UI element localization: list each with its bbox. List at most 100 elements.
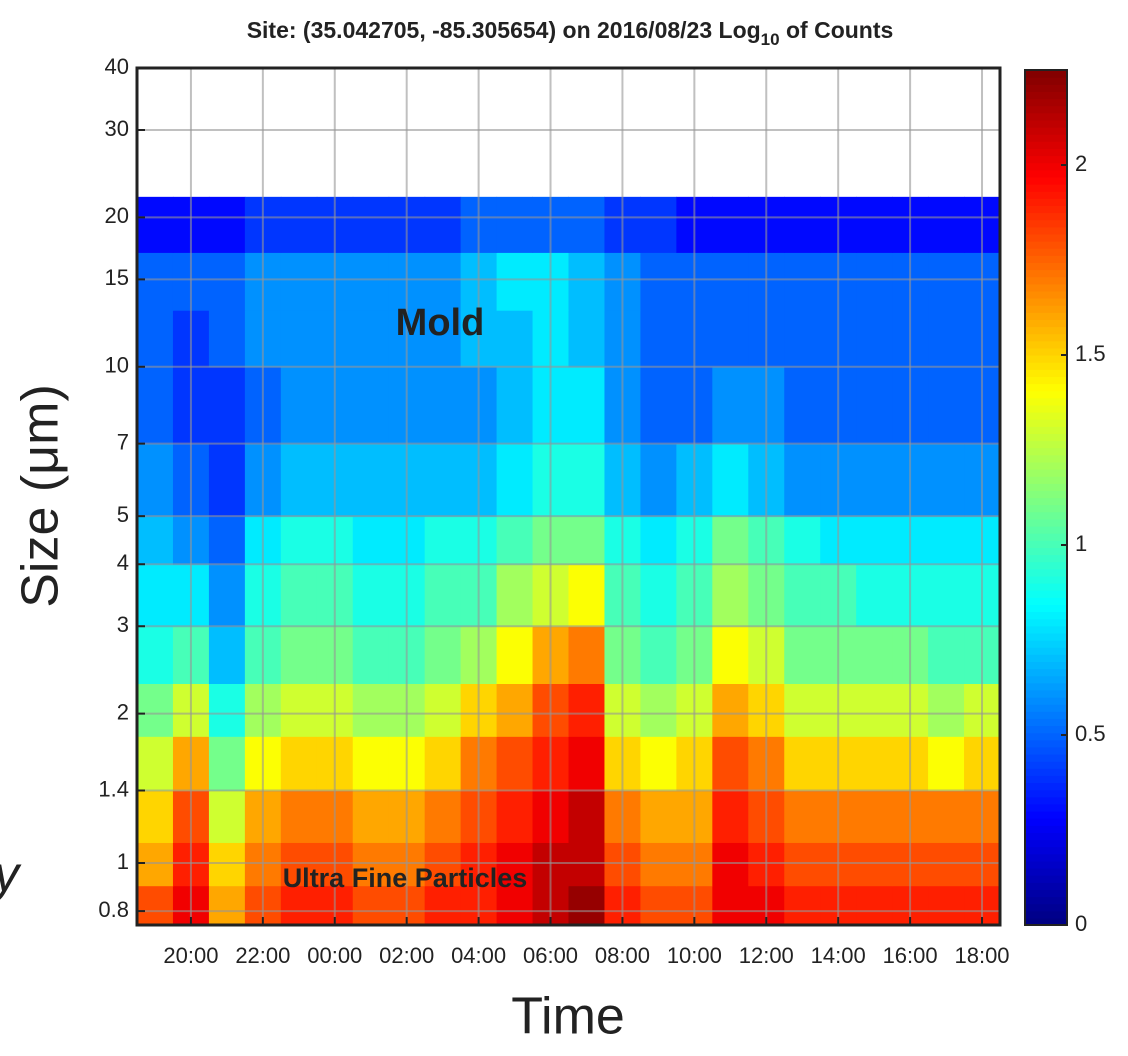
heatmap-cell	[280, 790, 318, 843]
heatmap-cell	[137, 366, 174, 445]
colorbar-strip	[1025, 718, 1067, 727]
heatmap-cell	[280, 885, 318, 926]
colorbar-strip	[1025, 248, 1067, 256]
colorbar-strip	[1025, 675, 1067, 684]
y-tick-label: 20	[105, 203, 129, 228]
colorbar-strip	[1025, 882, 1067, 890]
colorbar-strip	[1025, 148, 1067, 157]
colorbar-strip	[1025, 561, 1067, 570]
colorbar-strip	[1025, 575, 1067, 584]
heatmap-cell	[352, 842, 390, 887]
colorbar-strip	[1025, 98, 1067, 107]
colorbar-strip	[1025, 276, 1067, 285]
heatmap-cell	[640, 736, 677, 791]
heatmap-cell	[137, 443, 174, 517]
heatmap-cell	[784, 443, 821, 517]
heatmap-cell	[568, 564, 605, 627]
colorbar-strip	[1025, 141, 1067, 149]
heatmap-cell	[208, 196, 246, 253]
colorbar-strip	[1025, 219, 1067, 228]
heatmap-cell	[352, 683, 390, 737]
title-subscript: 10	[761, 30, 780, 49]
colorbar-strip	[1025, 704, 1067, 712]
colorbar-strip	[1025, 369, 1067, 377]
heatmap-cell	[208, 564, 246, 627]
heatmap-cell	[496, 443, 534, 517]
heatmap-cell	[424, 516, 462, 565]
colorbar-strip	[1025, 825, 1067, 833]
heatmap-cell	[856, 196, 893, 253]
heatmap-cell	[208, 366, 246, 445]
heatmap-cell	[928, 196, 965, 253]
colorbar-strip	[1025, 668, 1067, 677]
colorbar-strip	[1025, 461, 1067, 470]
colorbar-strip	[1025, 554, 1067, 563]
colorbar-strip	[1025, 469, 1067, 477]
heatmap-cell	[137, 790, 174, 843]
heatmap-cell	[568, 683, 605, 737]
x-tick-label: 00:00	[307, 943, 362, 968]
x-tick-label: 18:00	[954, 943, 1009, 968]
colorbar-strip	[1025, 355, 1067, 363]
colorbar-strip	[1025, 283, 1067, 292]
colorbar-strip	[1025, 112, 1067, 121]
colorbar-strip	[1025, 896, 1067, 905]
colorbar-strip	[1025, 640, 1067, 648]
heatmap-cell	[137, 736, 174, 791]
heatmap-cell	[424, 443, 462, 517]
heatmap-cell	[280, 683, 318, 737]
heatmap-cell	[496, 196, 534, 253]
heatmap-cell	[856, 516, 893, 565]
heatmap-cell	[137, 196, 174, 253]
heatmap-cell	[856, 252, 893, 311]
heatmap-cell	[280, 842, 318, 887]
heatmap-cell	[568, 885, 605, 926]
heatmap-cell	[856, 790, 893, 843]
heatmap-cell	[352, 564, 390, 627]
colorbar-strip	[1025, 305, 1067, 313]
colorbar-strip	[1025, 333, 1067, 342]
colorbar-strip	[1025, 910, 1067, 919]
heatmap-cell	[568, 196, 605, 253]
heatmap-cell	[640, 366, 677, 445]
heatmap-cell	[856, 842, 893, 887]
colorbar-strip	[1025, 347, 1067, 356]
colorbar-strip	[1025, 326, 1067, 335]
colorbar-strip	[1025, 518, 1067, 527]
colorbar-strip	[1025, 155, 1067, 164]
heatmap-cell	[712, 252, 749, 311]
heatmap-cell	[856, 310, 893, 368]
colorbar-strip	[1025, 618, 1067, 627]
colorbar-strip	[1025, 262, 1067, 271]
colorbar-strip	[1025, 632, 1067, 641]
heatmap-cell	[784, 516, 821, 565]
colorbar-strip	[1025, 404, 1067, 413]
heatmap-cell	[856, 683, 893, 737]
heatmap-cell	[208, 885, 246, 926]
heatmap-cell	[568, 252, 605, 311]
colorbar-tick-label: 2	[1075, 151, 1087, 176]
colorbar-strip	[1025, 682, 1067, 691]
colorbar-strip	[1025, 697, 1067, 705]
colorbar-strip	[1025, 390, 1067, 399]
heatmap-cell	[208, 790, 246, 843]
colorbar-strip	[1025, 903, 1067, 912]
colorbar-strip	[1025, 362, 1067, 370]
x-tick-label: 10:00	[667, 943, 722, 968]
colorbar-strip	[1025, 533, 1067, 541]
heatmap-cell	[280, 196, 318, 253]
colorbar-strip	[1025, 419, 1067, 427]
colorbar-strip	[1025, 796, 1067, 805]
heatmap-cell	[424, 885, 462, 926]
x-tick-label: 04:00	[451, 943, 506, 968]
y-tick-label: 2	[117, 699, 129, 724]
colorbar-strip	[1025, 134, 1067, 142]
heatmap-cell	[928, 842, 965, 887]
heatmap-cell	[640, 310, 677, 368]
colorbar-strip	[1025, 383, 1067, 392]
heatmap-cell	[928, 516, 965, 565]
heatmap-cell	[568, 443, 605, 517]
heatmap-cell	[496, 885, 534, 926]
heatmap-cell	[424, 790, 462, 843]
colorbar-strip	[1025, 440, 1067, 449]
